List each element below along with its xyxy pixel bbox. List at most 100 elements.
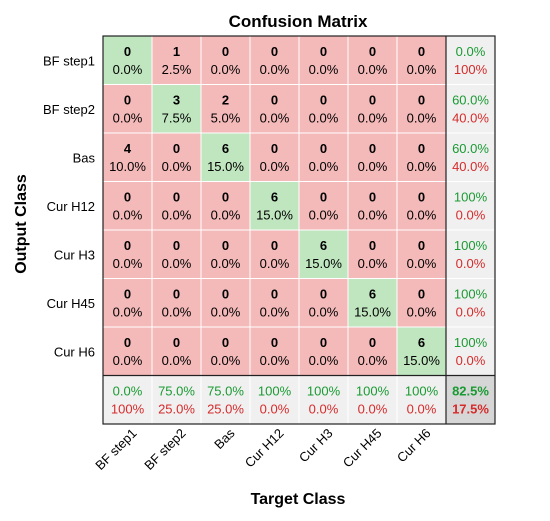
matrix-cell: 0 0.0%	[200, 229, 251, 279]
cell-percent: 0.0%	[260, 256, 290, 271]
column-label: Bas	[211, 425, 238, 452]
matrix-cell: 0 0.0%	[200, 326, 251, 376]
cell-background	[102, 35, 153, 85]
summary-correct: 100%	[454, 238, 488, 253]
cell-percent: 0.0%	[407, 159, 437, 174]
cell-count: 0	[222, 287, 229, 302]
cell-percent: 0.0%	[211, 353, 241, 368]
cell-percent: 0.0%	[113, 111, 143, 126]
summary-correct: 100%	[454, 190, 488, 205]
matrix-cell: 0 0.0%	[102, 278, 153, 328]
cell-background	[102, 326, 153, 376]
cell-count: 0	[369, 335, 376, 350]
row-summary-cell: 100% 0.0%	[445, 181, 496, 231]
summary-background	[298, 375, 349, 425]
cell-count: 0	[418, 190, 425, 205]
column-summary-cell: 100% 0.0%	[249, 375, 300, 425]
matrix-cell: 0 0.0%	[298, 181, 349, 231]
matrix-cell: 0 0.0%	[200, 278, 251, 328]
summary-correct: 60.0%	[452, 93, 489, 108]
cell-count: 0	[271, 93, 278, 108]
cell-background	[396, 132, 447, 182]
matrix-cell: 0 0.0%	[102, 181, 153, 231]
row-label: BF step2	[43, 102, 95, 117]
summary-background	[200, 375, 251, 425]
cell-percent: 15.0%	[403, 353, 440, 368]
summary-correct: 100%	[356, 384, 390, 399]
cell-count: 0	[320, 335, 327, 350]
matrix-cell: 0 0.0%	[396, 84, 447, 134]
cell-percent: 0.0%	[407, 62, 437, 77]
cell-percent: 2.5%	[162, 62, 192, 77]
matrix-border	[102, 35, 496, 425]
summary-correct: 100%	[405, 384, 439, 399]
overall-correct: 82.5%	[452, 384, 489, 399]
matrix-cell: 0 0.0%	[396, 278, 447, 328]
summary-correct: 100%	[307, 384, 341, 399]
summary-background	[445, 229, 496, 279]
matrix-cell: 0 0.0%	[102, 229, 153, 279]
matrix-cell: 0 0.0%	[347, 326, 398, 376]
summary-wrong: 0.0%	[407, 402, 437, 417]
column-summary-cell: 0.0% 100%	[102, 375, 153, 425]
cell-percent: 0.0%	[309, 62, 339, 77]
cell-count: 0	[369, 44, 376, 59]
column-summary-cell: 100% 0.0%	[298, 375, 349, 425]
cell-background	[200, 132, 251, 182]
chart-title: Confusion Matrix	[229, 12, 368, 31]
matrix-cell: 0 0.0%	[249, 229, 300, 279]
cell-background	[151, 132, 202, 182]
matrix-cell: 0 0.0%	[249, 35, 300, 85]
matrix-cell: 0 0.0%	[396, 229, 447, 279]
cell-background	[200, 326, 251, 376]
cell-count: 0	[418, 93, 425, 108]
matrix-cell: 0 0.0%	[151, 278, 202, 328]
matrix-cell: 2 5.0%	[200, 84, 251, 134]
column-summary-cell: 100% 0.0%	[396, 375, 447, 425]
cell-background	[200, 84, 251, 134]
cell-background	[347, 326, 398, 376]
x-axis-label: Target Class	[251, 491, 346, 508]
row-label: Bas	[73, 150, 96, 165]
summary-correct: 100%	[454, 335, 488, 350]
row-summary-cell: 0.0% 100%	[445, 35, 496, 85]
row-label: Cur H3	[54, 247, 95, 262]
cell-count: 6	[222, 141, 229, 156]
cell-percent: 0.0%	[260, 62, 290, 77]
matrix-cell: 0 0.0%	[298, 84, 349, 134]
cell-count: 6	[271, 190, 278, 205]
cell-percent: 15.0%	[207, 159, 244, 174]
matrix-cell: 0 0.0%	[249, 84, 300, 134]
column-summary-cell: 75.0% 25.0%	[151, 375, 202, 425]
cell-count: 0	[173, 190, 180, 205]
cell-count: 0	[369, 93, 376, 108]
row-summary-cell: 100% 0.0%	[445, 326, 496, 376]
summary-wrong: 0.0%	[456, 353, 486, 368]
summary-wrong: 40.0%	[452, 111, 489, 126]
cell-count: 0	[369, 141, 376, 156]
cell-count: 0	[222, 44, 229, 59]
cell-count: 0	[271, 141, 278, 156]
column-label: BF step1	[92, 426, 139, 473]
cell-percent: 0.0%	[358, 111, 388, 126]
cell-count: 0	[124, 190, 131, 205]
cell-percent: 0.0%	[113, 305, 143, 320]
cell-background	[151, 35, 202, 85]
summary-correct: 0.0%	[456, 44, 486, 59]
matrix-cell: 0 0.0%	[298, 35, 349, 85]
cell-count: 0	[173, 141, 180, 156]
summary-correct: 0.0%	[113, 384, 143, 399]
cell-background	[249, 132, 300, 182]
cell-count: 0	[418, 287, 425, 302]
matrix-cell: 0 0.0%	[102, 84, 153, 134]
matrix-cell: 0 0.0%	[151, 181, 202, 231]
cell-background	[347, 181, 398, 231]
cell-percent: 0.0%	[211, 256, 241, 271]
cell-count: 0	[418, 44, 425, 59]
cell-background	[298, 132, 349, 182]
cell-background	[151, 181, 202, 231]
cell-percent: 0.0%	[162, 353, 192, 368]
cell-percent: 7.5%	[162, 111, 192, 126]
y-axis-label: Output Class	[13, 174, 30, 274]
